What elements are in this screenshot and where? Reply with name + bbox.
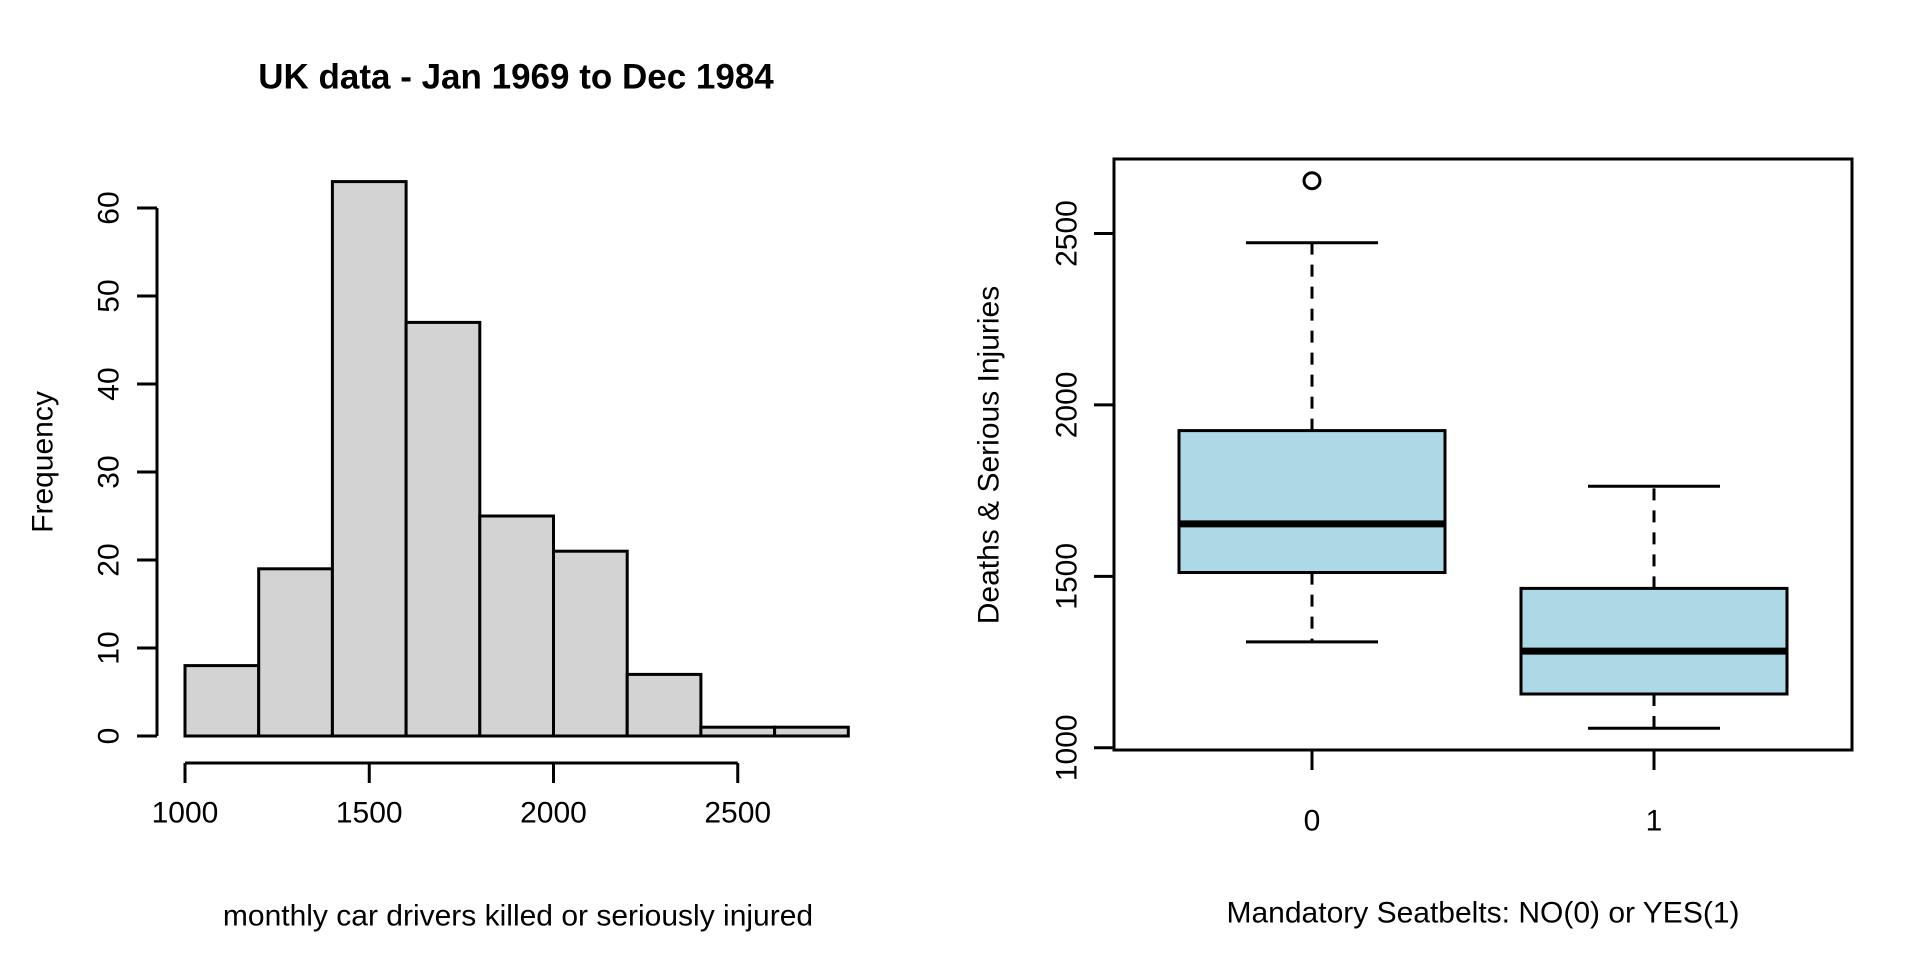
histogram-bar — [257, 567, 334, 738]
histogram-bar — [404, 320, 482, 738]
histogram-plot: 0 10 20 30 40 50 60 1000 1500 2000 2500 — [93, 180, 850, 830]
box-ylabel: Deaths & Serious Injuries — [973, 286, 1006, 625]
hist-y-tick-label: 40 — [93, 367, 126, 400]
histogram-bar — [478, 514, 555, 738]
box-xlabel: Mandatory Seatbelts: NO(0) or YES(1) — [1227, 897, 1740, 930]
box-x-tick-label: 0 — [1304, 805, 1321, 838]
box-y-tick-label: 2000 — [1051, 372, 1084, 439]
hist-xlabel: monthly car drivers killed or seriously … — [223, 900, 813, 933]
outlier-point — [1302, 171, 1322, 191]
hist-y-tick-label: 50 — [93, 279, 126, 312]
histogram-bar — [330, 180, 408, 738]
histogram-bar — [699, 725, 777, 738]
hist-y-tick-label: 0 — [93, 728, 126, 745]
hist-x-tick-label: 2000 — [520, 797, 587, 830]
hist-x-tick-label: 1000 — [152, 797, 219, 830]
box — [1519, 586, 1789, 696]
hist-x-tick-label: 2500 — [704, 797, 771, 830]
hist-y-tick-label: 20 — [93, 543, 126, 576]
histogram-bar — [552, 549, 629, 738]
boxplot-plot: 1000 1500 2000 2500 0 1 — [1051, 157, 1854, 838]
box-x-tick-label: 1 — [1646, 805, 1663, 838]
hist-y-tick-label: 60 — [93, 191, 126, 224]
hist-y-tick-label: 10 — [93, 631, 126, 664]
box-y-tick-label: 2500 — [1051, 200, 1084, 267]
hist-title: UK data - Jan 1969 to Dec 1984 — [258, 57, 774, 96]
histogram-bar — [625, 672, 703, 738]
hist-ylabel: Frequency — [27, 391, 60, 533]
box — [1177, 429, 1447, 574]
hist-y-tick-label: 30 — [93, 455, 126, 488]
box-y-tick-label: 1500 — [1051, 543, 1084, 610]
hist-x-tick-label: 1500 — [336, 797, 403, 830]
histogram-bar — [773, 725, 850, 738]
plot-frame — [1112, 157, 1854, 752]
box-y-tick-label: 1000 — [1051, 714, 1084, 781]
histogram-bar — [183, 664, 261, 738]
